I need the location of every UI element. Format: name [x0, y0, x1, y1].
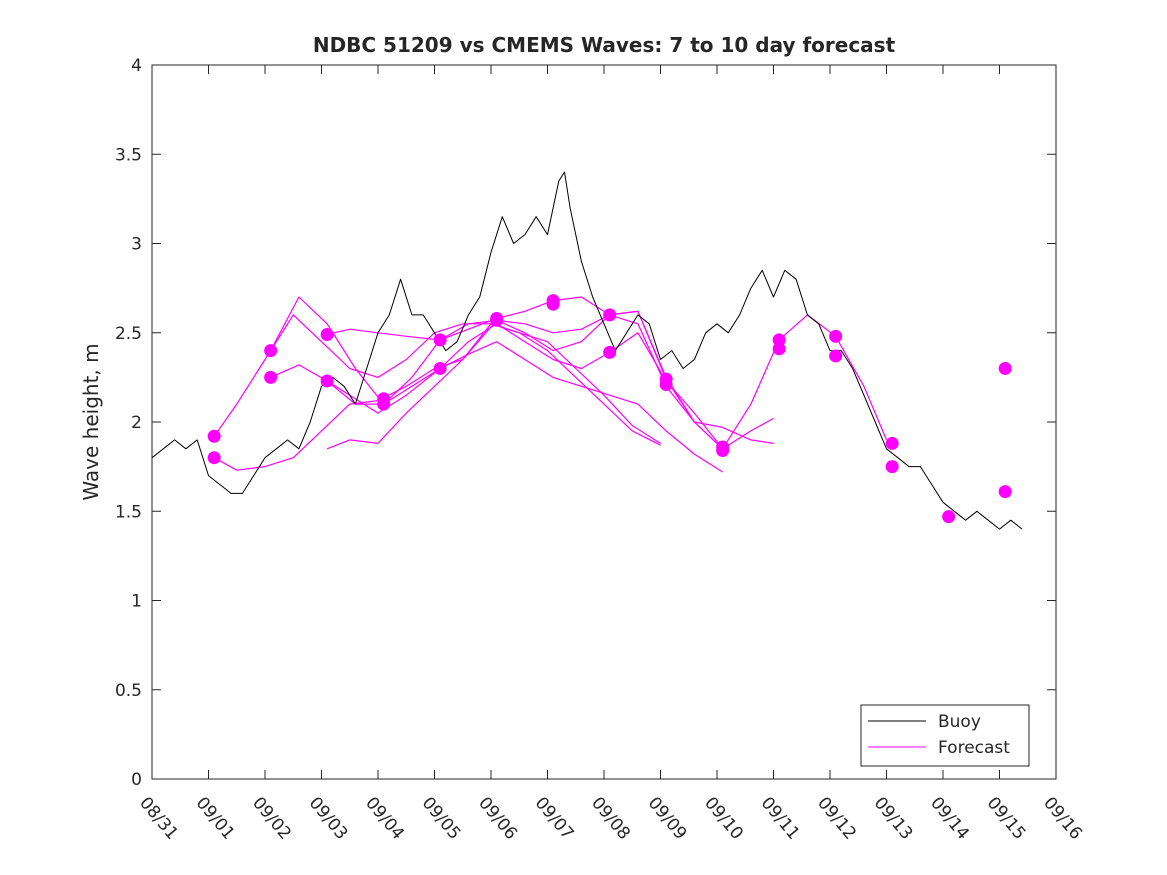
legend-box: [860, 704, 1030, 767]
legend-buoy-label: Buoy: [938, 712, 981, 732]
series-layer: [151, 171, 1023, 530]
forecast-marker: [207, 429, 221, 443]
forecast-marker: [998, 361, 1012, 375]
forecast-marker: [433, 361, 447, 375]
forecast-marker: [264, 370, 278, 384]
forecast-marker: [264, 344, 278, 358]
forecast-marker: [377, 397, 391, 411]
forecast-marker: [603, 345, 617, 359]
forecast-marker: [772, 333, 786, 347]
y-tick-label: 3: [131, 235, 142, 255]
forecast-marker: [320, 328, 334, 342]
y-tick-label: 2.5: [115, 324, 142, 344]
y-tick-label: 2: [131, 413, 142, 433]
plot-frame: [151, 64, 1057, 780]
forecast-marker: [942, 510, 956, 524]
forecast-marker: [546, 297, 560, 311]
forecast-marker: [320, 374, 334, 388]
forecast-series-line: [270, 341, 723, 473]
forecast-marker: [207, 451, 221, 465]
forecast-marker: [433, 333, 447, 347]
forecast-marker: [659, 378, 673, 392]
chart-title: NDBC 51209 vs CMEMS Waves: 7 to 10 day f…: [313, 33, 896, 57]
forecast-marker: [885, 436, 899, 450]
legend: Buoy Forecast: [860, 704, 1030, 767]
forecast-marker: [603, 308, 617, 322]
forecast-marker: [829, 329, 843, 343]
y-tick-label: 3.5: [115, 145, 142, 165]
forecast-series-line: [326, 323, 774, 450]
forecast-marker: [772, 342, 786, 356]
y-tick-label: 1: [131, 592, 142, 612]
forecast-marker: [490, 313, 504, 327]
forecast-marker: [716, 444, 730, 458]
y-tick-label: 4: [131, 56, 142, 76]
forecast-marker: [829, 349, 843, 363]
y-tick-label: 0.5: [115, 681, 142, 701]
forecast-marker: [885, 460, 899, 474]
forecast-marker: [998, 485, 1012, 499]
legend-forecast-label: Forecast: [938, 738, 1010, 758]
buoy-series-line: [151, 171, 1023, 530]
y-tick-label: 0: [131, 770, 142, 790]
y-tick-label: 1.5: [115, 502, 142, 522]
y-axis-label: Wave height, m: [79, 343, 103, 500]
